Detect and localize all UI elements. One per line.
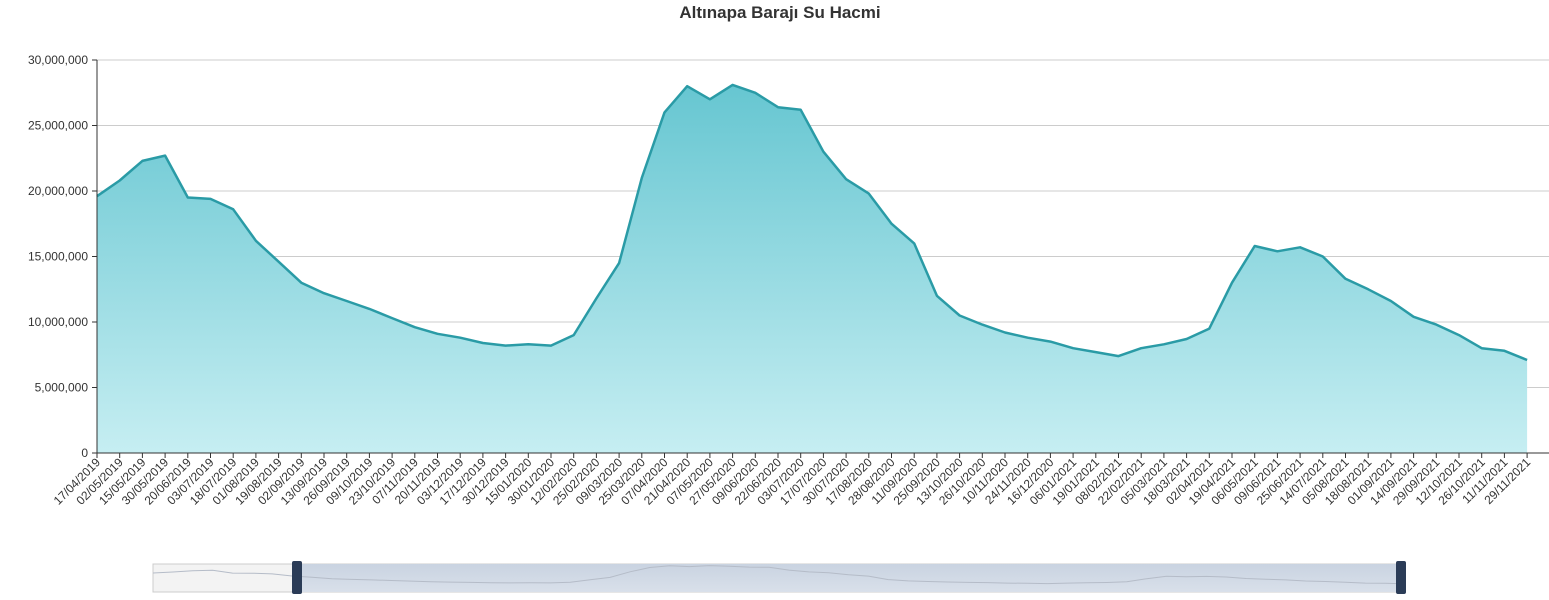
area-line	[96, 83, 1528, 362]
navigator-series	[152, 565, 1406, 585]
navigator-window[interactable]	[297, 564, 1401, 592]
chart-title: Altınapa Barajı Su Hacmi	[679, 3, 880, 22]
y-tick-label: 10,000,000	[28, 315, 88, 329]
navigator[interactable]	[152, 563, 1406, 593]
y-tick-label: 25,000,000	[28, 119, 88, 133]
y-tick-label: 5,000,000	[35, 381, 89, 395]
y-tick-label: 0	[81, 446, 88, 460]
area-fill	[97, 84, 1528, 454]
plot	[96, 83, 1528, 454]
y-tick-label: 30,000,000	[28, 53, 88, 67]
y-tick-label: 20,000,000	[28, 184, 88, 198]
navigator-handle[interactable]	[1396, 561, 1406, 594]
y-tick-label: 15,000,000	[28, 250, 88, 264]
navigator-handle[interactable]	[292, 561, 302, 594]
